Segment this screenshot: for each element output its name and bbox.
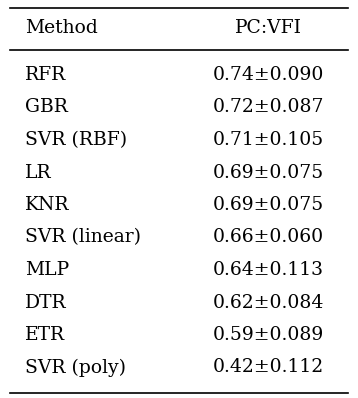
Text: 0.72±0.087: 0.72±0.087 bbox=[213, 98, 324, 117]
Text: KNR: KNR bbox=[25, 196, 69, 214]
Text: RFR: RFR bbox=[25, 66, 66, 84]
Text: LR: LR bbox=[25, 164, 52, 181]
Text: 0.74±0.090: 0.74±0.090 bbox=[213, 66, 324, 84]
Text: PC:VFI: PC:VFI bbox=[235, 19, 302, 37]
Text: 0.71±0.105: 0.71±0.105 bbox=[213, 131, 324, 149]
Text: 0.66±0.060: 0.66±0.060 bbox=[213, 228, 324, 246]
Text: 0.62±0.084: 0.62±0.084 bbox=[213, 293, 324, 312]
Text: 0.69±0.075: 0.69±0.075 bbox=[213, 164, 324, 181]
Text: Method: Method bbox=[25, 19, 98, 37]
Text: 0.42±0.112: 0.42±0.112 bbox=[213, 359, 324, 377]
Text: 0.59±0.089: 0.59±0.089 bbox=[213, 326, 324, 344]
Text: MLP: MLP bbox=[25, 261, 69, 279]
Text: SVR (RBF): SVR (RBF) bbox=[25, 131, 127, 149]
Text: DTR: DTR bbox=[25, 293, 67, 312]
Text: 0.64±0.113: 0.64±0.113 bbox=[213, 261, 324, 279]
Text: SVR (linear): SVR (linear) bbox=[25, 228, 141, 246]
Text: ETR: ETR bbox=[25, 326, 65, 344]
Text: 0.69±0.075: 0.69±0.075 bbox=[213, 196, 324, 214]
Text: GBR: GBR bbox=[25, 98, 68, 117]
Text: SVR (poly): SVR (poly) bbox=[25, 358, 126, 377]
